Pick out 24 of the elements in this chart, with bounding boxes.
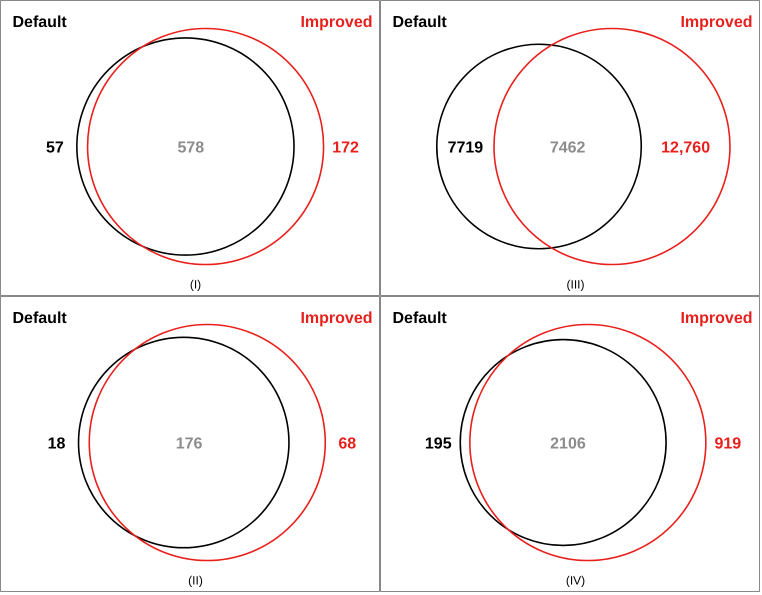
data-label: 7462: [550, 140, 586, 156]
category-label: Default: [12, 310, 68, 327]
text: (II): [188, 574, 203, 588]
text: (IV): [566, 574, 586, 588]
data-label: 919: [714, 436, 742, 452]
text: (I): [190, 278, 202, 292]
category-label: Default: [392, 14, 448, 31]
data-label: 7719: [448, 140, 484, 156]
data-label: 12,760: [661, 140, 710, 156]
category-label: Improved: [300, 310, 372, 327]
data-label: 68: [338, 436, 356, 452]
data-label: 195: [424, 436, 452, 452]
data-label: 172: [332, 140, 360, 156]
category-label: Default: [12, 14, 68, 31]
data-label: 18: [48, 436, 66, 452]
category-label: Improved: [680, 310, 752, 327]
category-label: Improved: [680, 14, 752, 31]
data-label: 2106: [550, 436, 586, 452]
text: (III): [566, 278, 585, 292]
category-label: Improved: [300, 14, 372, 31]
category-label: Default: [392, 310, 448, 327]
data-label: 578: [177, 140, 204, 156]
data-label: 176: [176, 436, 203, 452]
data-label: 57: [46, 140, 64, 156]
